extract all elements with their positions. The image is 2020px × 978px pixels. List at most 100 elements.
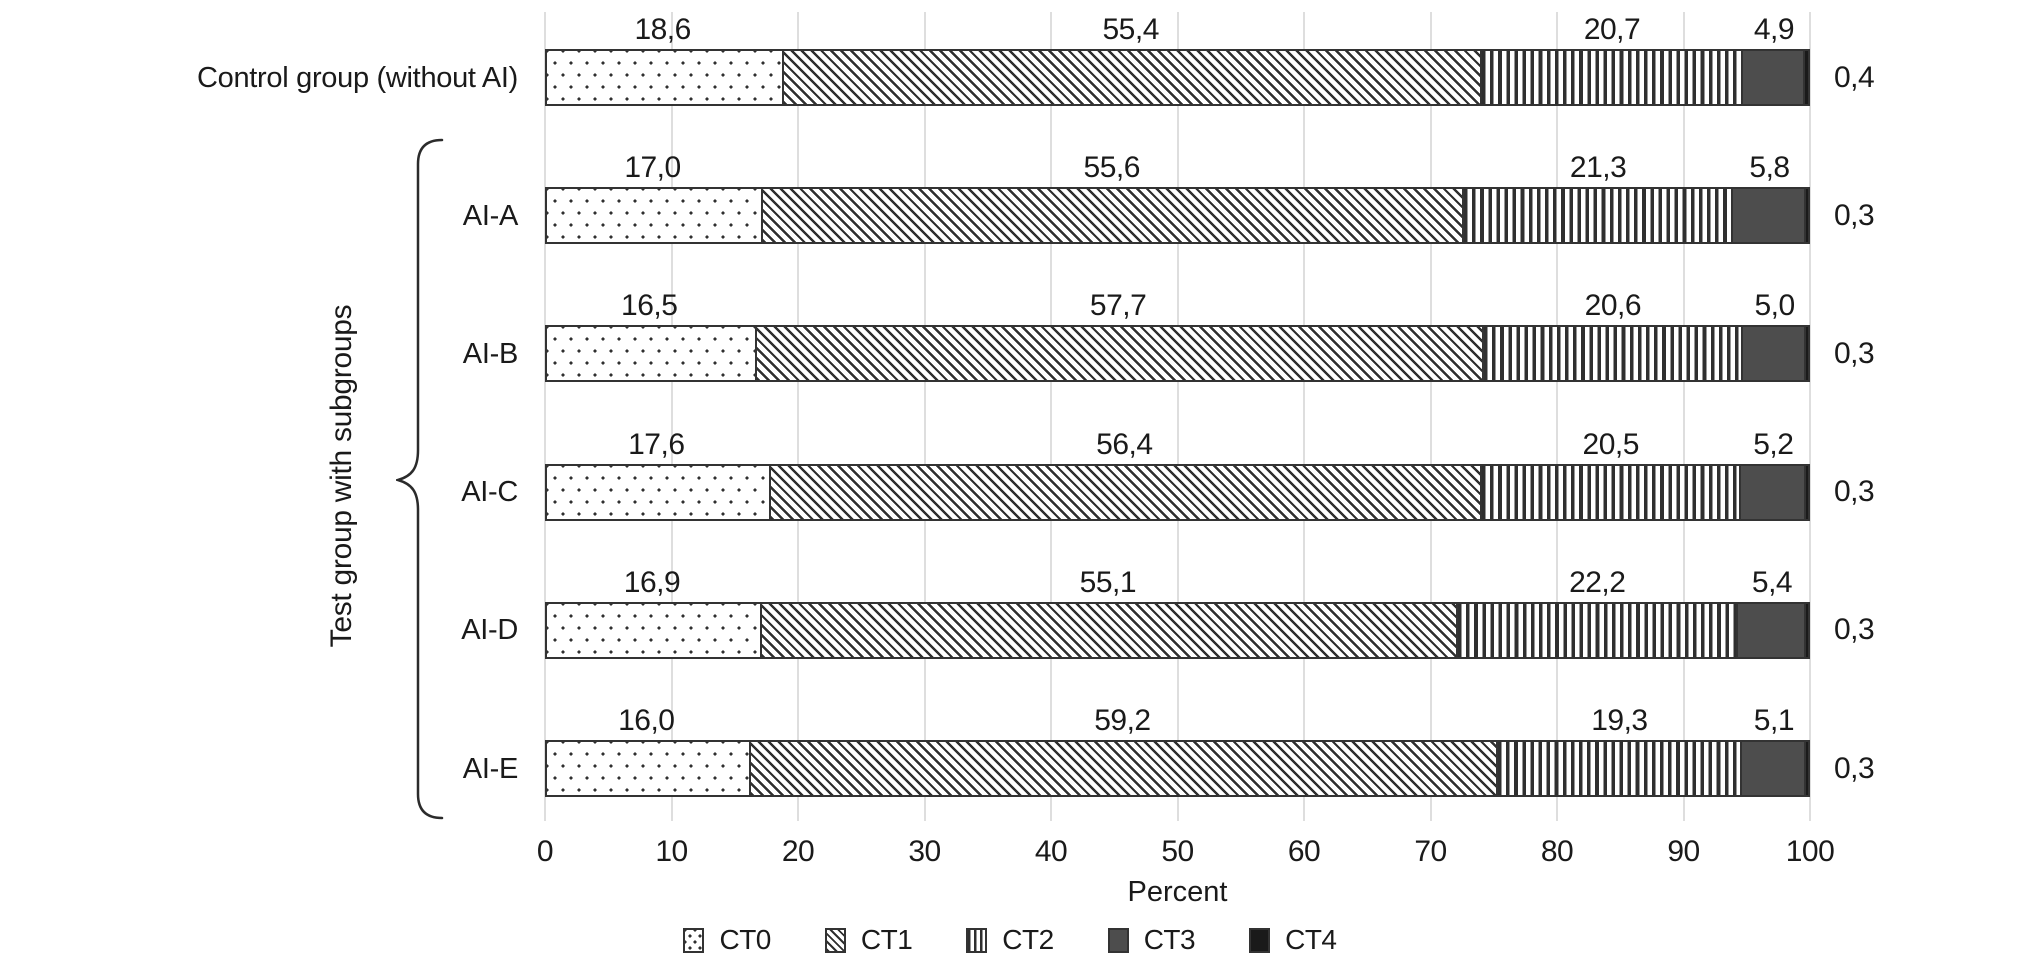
legend-label-CT3: CT3 <box>1143 924 1196 955</box>
bar-row-1 <box>545 187 1810 245</box>
bar-segment-CT4 <box>1804 189 1808 243</box>
bar-segment-CT4 <box>1804 742 1808 795</box>
value-label-CT4: 0,3 <box>1834 613 1875 647</box>
bar-row-2 <box>545 325 1810 383</box>
legend-item-CT0: CT0 <box>683 924 771 956</box>
bar-segment-CT0 <box>547 742 749 795</box>
x-tick-50: 50 <box>1161 835 1194 868</box>
test-group-label: Test group with subgroups <box>325 304 358 648</box>
legend-item-CT4: CT4 <box>1249 924 1337 956</box>
legend-swatch-CT2 <box>966 927 988 953</box>
value-label-CT0: 16,0 <box>618 704 675 737</box>
bar-segment-CT1 <box>748 742 1497 795</box>
x-tick-30: 30 <box>908 835 941 868</box>
bar-segment-CT2 <box>1480 465 1739 519</box>
value-label-CT1: 55,6 <box>1083 151 1141 185</box>
gridline-10 <box>670 12 673 821</box>
value-label-CT1: 55,4 <box>1102 13 1159 46</box>
value-label-CT2: 19,3 <box>1591 704 1648 737</box>
value-label-CT4: 0,3 <box>1834 751 1875 785</box>
bar-segment-CT3 <box>1741 51 1803 104</box>
x-tick-60: 60 <box>1287 835 1321 868</box>
bar-row-4 <box>545 601 1810 659</box>
value-label-CT0: 16,9 <box>623 565 681 599</box>
value-label-CT4: 0,3 <box>1834 336 1875 370</box>
legend-label-CT0: CT0 <box>719 924 771 955</box>
bar-segment-CT2 <box>1462 189 1732 243</box>
legend-swatch-CT1 <box>824 927 846 953</box>
group-brace <box>396 138 444 820</box>
bar-segment-CT2 <box>1480 51 1742 104</box>
legend-label-CT4: CT4 <box>1285 924 1337 955</box>
gridline-90 <box>1682 12 1685 821</box>
x-tick-40: 40 <box>1034 835 1068 868</box>
gridline-50 <box>1176 12 1179 821</box>
bar-segment-CT4 <box>1804 465 1808 519</box>
value-label-CT0: 18,6 <box>634 13 691 46</box>
legend-swatch-CT0 <box>683 927 705 953</box>
bar-segment-CT3 <box>1738 465 1805 519</box>
legend-label-CT1: CT1 <box>860 924 913 955</box>
bar-segment-CT0 <box>547 465 769 519</box>
value-label-CT1: 57,7 <box>1089 289 1147 323</box>
bar-segment-CT4 <box>1804 603 1808 657</box>
value-label-CT2: 22,2 <box>1569 565 1626 599</box>
gridline-0 <box>544 12 546 821</box>
bar-segment-CT0 <box>547 327 755 381</box>
bar-segment-CT1 <box>760 603 1456 657</box>
bar-segment-CT3 <box>1741 327 1805 381</box>
value-label-CT3: 5,1 <box>1753 704 1795 737</box>
legend-swatch-CT3 <box>1107 927 1129 953</box>
x-tick-10: 10 <box>655 835 688 868</box>
x-tick-70: 70 <box>1414 835 1447 868</box>
bar-row-5 <box>545 740 1810 797</box>
bar-segment-CT1 <box>754 327 1482 381</box>
bar-segment-CT4 <box>1804 327 1808 381</box>
gridline-20 <box>797 12 799 821</box>
gridline-100 <box>1809 12 1811 821</box>
x-tick-100: 100 <box>1785 835 1835 868</box>
row-label-4: AI-D <box>461 614 518 647</box>
bar-segment-CT2 <box>1496 742 1740 795</box>
row-label-3: AI-C <box>461 476 518 509</box>
bar-segment-CT3 <box>1739 742 1805 795</box>
value-label-CT4: 0,4 <box>1834 60 1875 94</box>
value-label-CT3: 5,4 <box>1751 565 1793 599</box>
value-label-CT2: 20,6 <box>1584 289 1642 323</box>
x-tick-0: 0 <box>536 835 554 868</box>
legend-item-CT2: CT2 <box>966 924 1054 956</box>
value-label-CT1: 56,4 <box>1096 427 1153 461</box>
bar-row-0 <box>545 49 1810 106</box>
bar-segment-CT3 <box>1736 603 1805 657</box>
row-label-5: AI-E <box>462 752 519 785</box>
row-label-2: AI-B <box>462 337 519 370</box>
bar-segment-CT3 <box>1731 189 1805 243</box>
x-tick-90: 90 <box>1667 835 1700 868</box>
value-label-CT1: 59,2 <box>1094 704 1151 737</box>
bar-segment-CT2 <box>1481 327 1742 381</box>
legend-swatch-CT4 <box>1249 927 1271 953</box>
value-label-CT0: 16,5 <box>621 289 678 323</box>
gridline-60 <box>1303 12 1305 821</box>
value-label-CT3: 5,8 <box>1749 151 1790 185</box>
value-label-CT3: 5,0 <box>1754 289 1796 323</box>
legend: CT0 CT1 CT2 CT3 CT4 <box>0 924 2020 956</box>
row-label-0: Control group (without AI) <box>196 61 518 94</box>
legend-item-CT1: CT1 <box>824 924 913 956</box>
value-label-CT2: 21,3 <box>1569 151 1627 185</box>
x-tick-20: 20 <box>781 835 815 868</box>
gridline-30 <box>923 12 926 821</box>
legend-label-CT2: CT2 <box>1002 924 1054 955</box>
bar-segment-CT4 <box>1802 51 1808 104</box>
value-label-CT3: 5,2 <box>1753 427 1794 461</box>
x-axis-title: Percent <box>1127 876 1228 908</box>
bar-row-3 <box>545 463 1810 521</box>
value-label-CT1: 55,1 <box>1079 565 1137 599</box>
value-label-CT2: 20,7 <box>1583 13 1641 46</box>
value-label-CT0: 17,0 <box>624 151 681 185</box>
value-label-CT0: 17,6 <box>628 427 685 461</box>
bar-segment-CT1 <box>761 189 1463 243</box>
row-label-1: AI-A <box>462 199 519 232</box>
bar-segment-CT0 <box>547 51 782 104</box>
